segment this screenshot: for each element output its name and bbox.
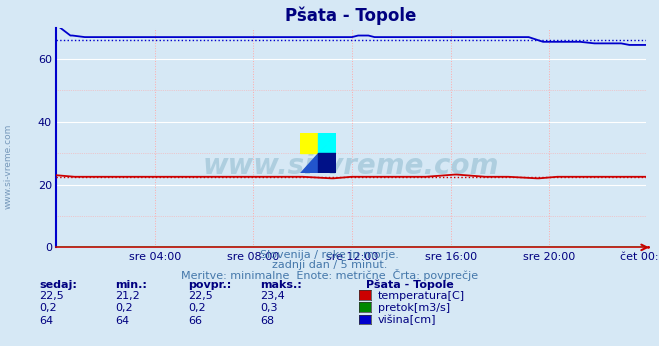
Text: Pšata - Topole: Pšata - Topole bbox=[366, 279, 453, 290]
Text: maks.:: maks.: bbox=[260, 280, 302, 290]
Polygon shape bbox=[318, 133, 336, 153]
Text: min.:: min.: bbox=[115, 280, 147, 290]
Text: 0,2: 0,2 bbox=[40, 303, 57, 313]
Text: 0,3: 0,3 bbox=[260, 303, 278, 313]
Text: 0,2: 0,2 bbox=[115, 303, 133, 313]
Text: 66: 66 bbox=[188, 316, 202, 326]
Title: Pšata - Topole: Pšata - Topole bbox=[285, 6, 416, 25]
Text: www.si-vreme.com: www.si-vreme.com bbox=[203, 152, 499, 180]
Text: 23,4: 23,4 bbox=[260, 291, 285, 301]
Text: www.si-vreme.com: www.si-vreme.com bbox=[3, 124, 13, 209]
Text: višina[cm]: višina[cm] bbox=[378, 315, 436, 326]
Text: temperatura[C]: temperatura[C] bbox=[378, 291, 465, 301]
Text: 64: 64 bbox=[115, 316, 129, 326]
Polygon shape bbox=[300, 153, 318, 173]
Text: 68: 68 bbox=[260, 316, 274, 326]
Text: Slovenija / reke in morje.: Slovenija / reke in morje. bbox=[260, 250, 399, 260]
Polygon shape bbox=[318, 133, 336, 153]
Bar bbox=[318, 153, 336, 173]
Text: pretok[m3/s]: pretok[m3/s] bbox=[378, 303, 449, 313]
Text: 22,5: 22,5 bbox=[40, 291, 65, 301]
Text: 64: 64 bbox=[40, 316, 53, 326]
Text: 22,5: 22,5 bbox=[188, 291, 213, 301]
Text: sedaj:: sedaj: bbox=[40, 280, 77, 290]
Text: 0,2: 0,2 bbox=[188, 303, 206, 313]
Text: zadnji dan / 5 minut.: zadnji dan / 5 minut. bbox=[272, 260, 387, 270]
Text: 21,2: 21,2 bbox=[115, 291, 140, 301]
Text: Meritve: minimalne  Enote: metrične  Črta: povprečje: Meritve: minimalne Enote: metrične Črta:… bbox=[181, 268, 478, 281]
Bar bbox=[300, 133, 318, 153]
Text: povpr.:: povpr.: bbox=[188, 280, 231, 290]
